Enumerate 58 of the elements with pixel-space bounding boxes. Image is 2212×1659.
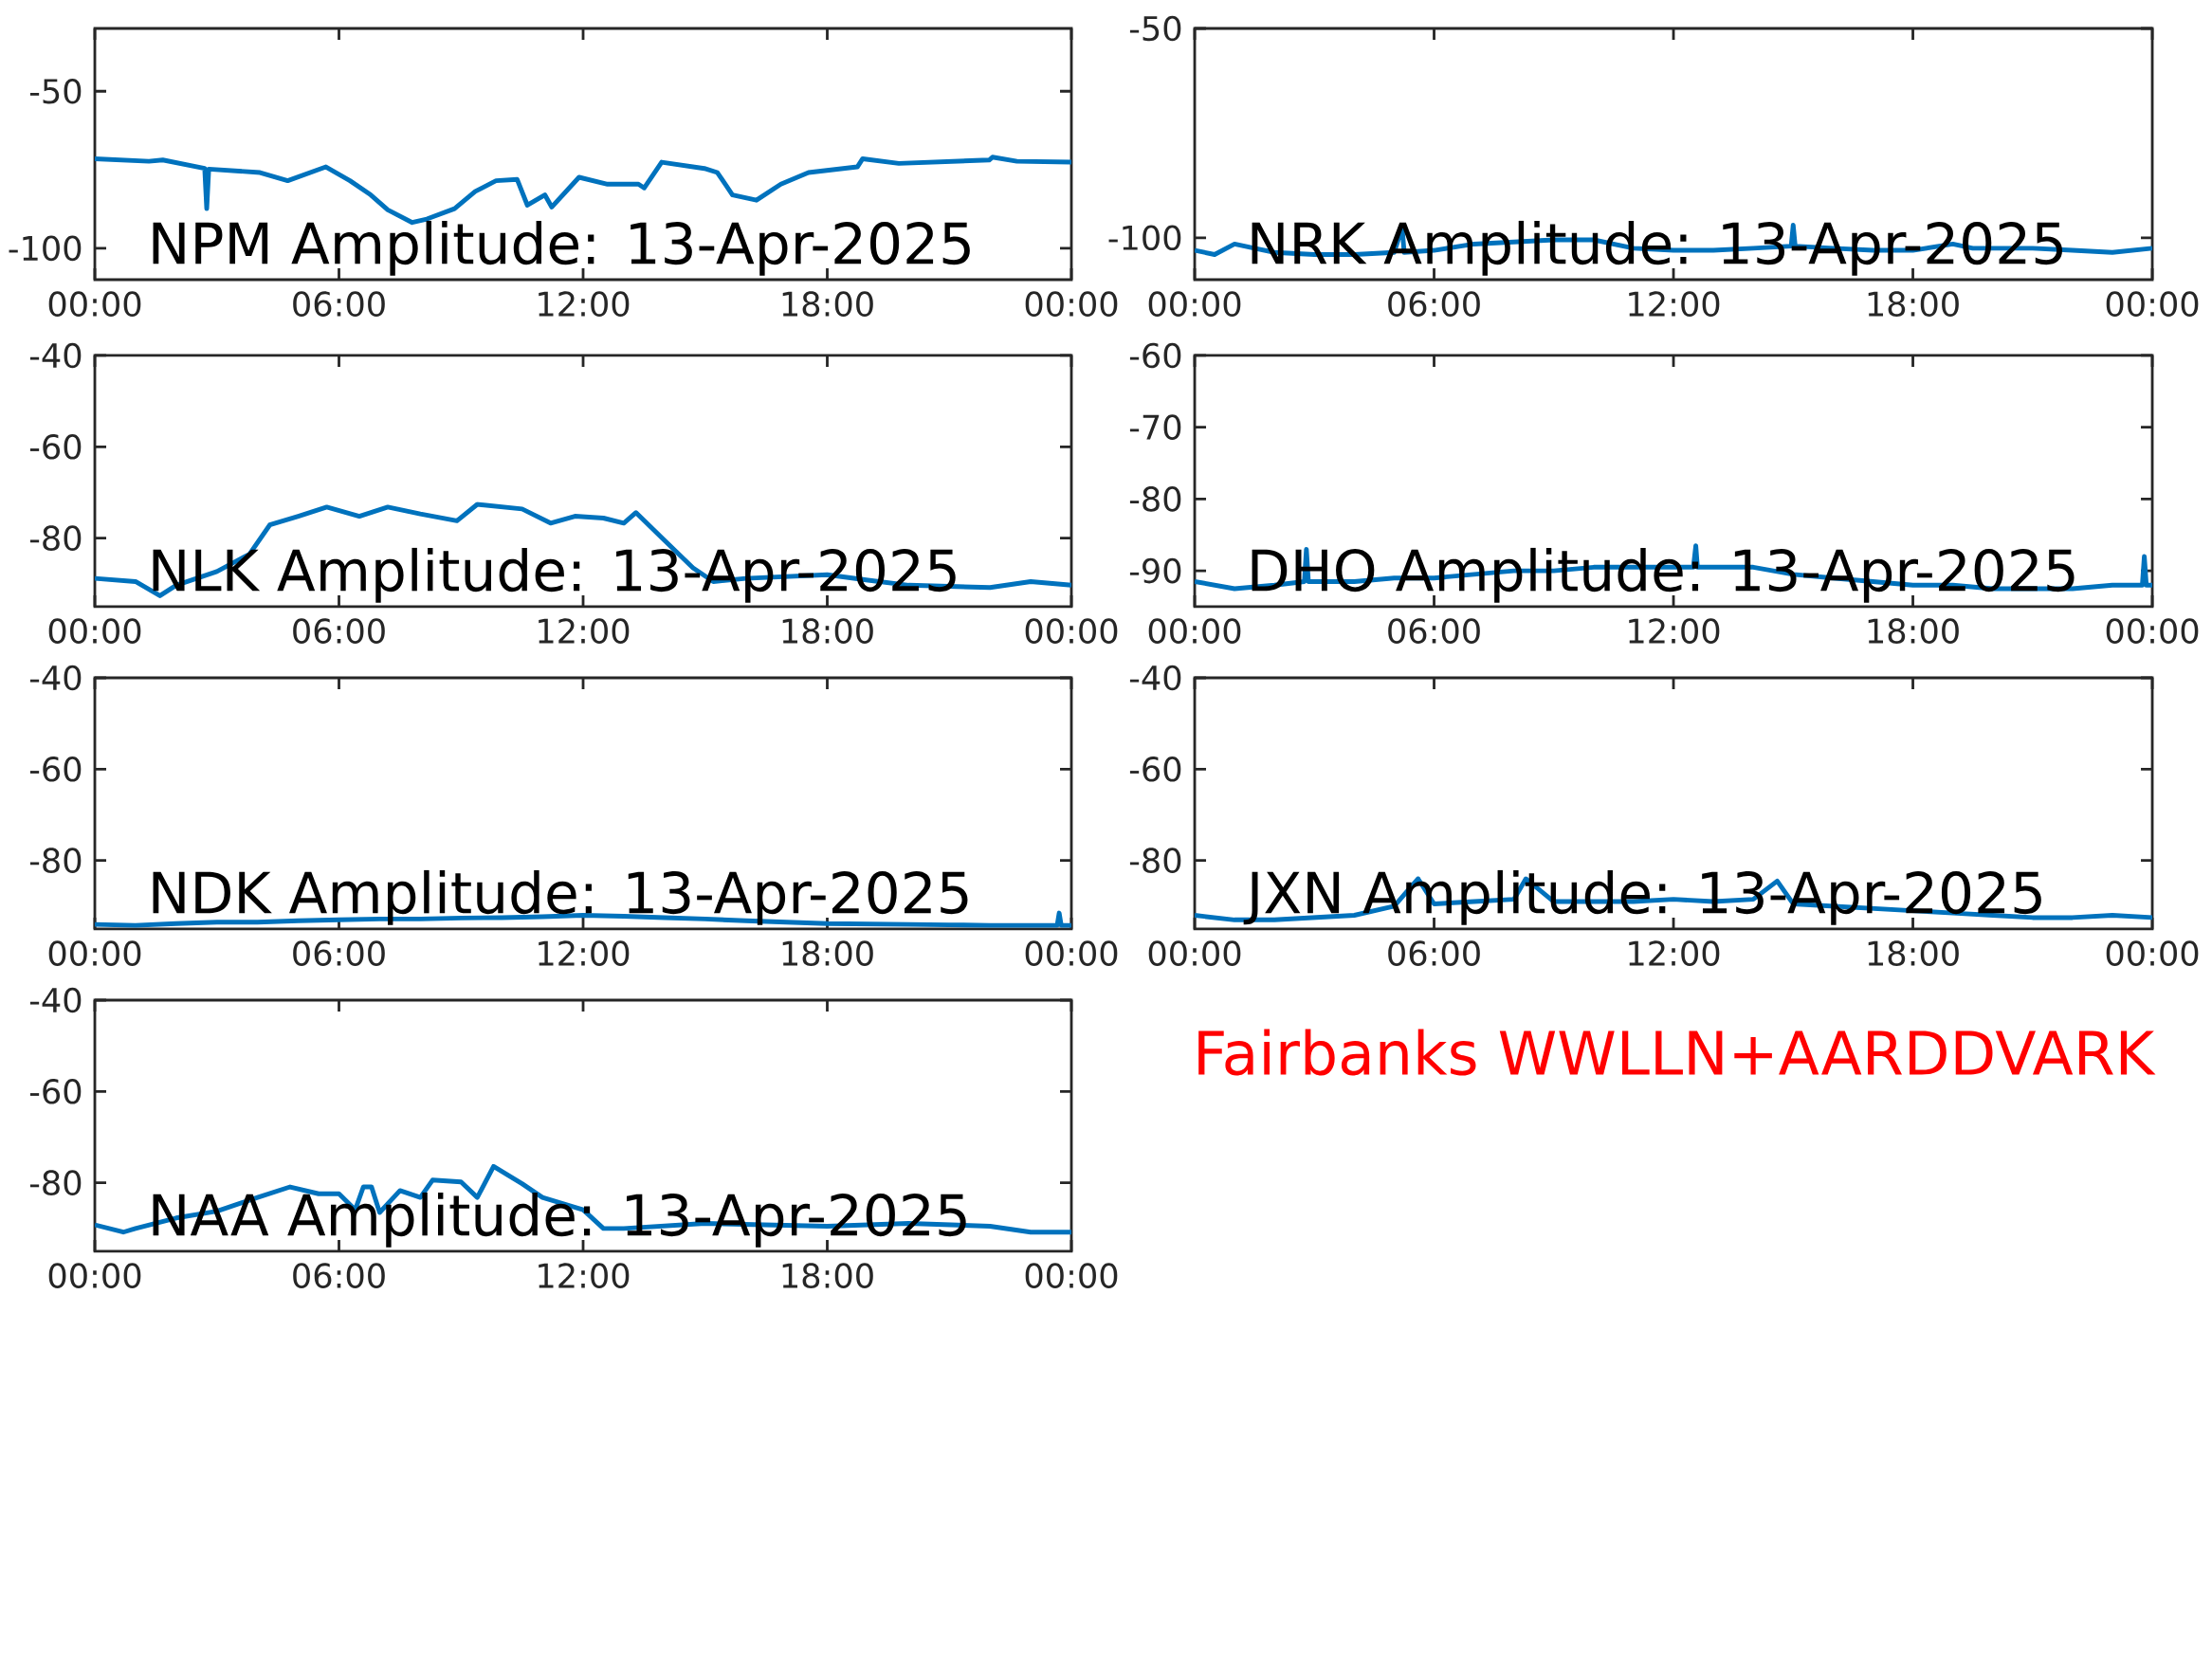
x-tick-label: 06:00 <box>1388 618 1480 644</box>
y-tick-label: -70 <box>1129 414 1181 440</box>
y-tick-label: -40 <box>29 665 82 691</box>
y-tick-label: -80 <box>29 1170 82 1195</box>
x-tick-label: 12:00 <box>539 1263 630 1288</box>
y-tick-label: -60 <box>29 757 82 782</box>
y-tick-label: -50 <box>29 78 82 104</box>
x-tick-label: 00:00 <box>48 1263 141 1288</box>
y-tick-label: -60 <box>1129 757 1181 782</box>
x-tick-label: 12:00 <box>539 940 630 966</box>
x-tick-label: 12:00 <box>1629 618 1720 644</box>
y-tick-label: -60 <box>1129 342 1181 369</box>
x-tick-label: 00:00 <box>48 940 141 966</box>
y-tick-label: -80 <box>1129 486 1181 512</box>
x-tick-label: 18:00 <box>782 291 873 317</box>
y-tick-label: -80 <box>1129 848 1181 873</box>
x-tick-label: 00:00 <box>1025 618 1118 644</box>
x-tick-label: 00:00 <box>2106 940 2199 966</box>
x-tick-label: 00:00 <box>1148 291 1241 317</box>
text: NPM Amplitude: 13-Apr-2025 <box>153 220 970 276</box>
x-tick-label: 00:00 <box>2106 618 2199 644</box>
x-tick-label: 00:00 <box>48 618 141 644</box>
x-tick-label: 00:00 <box>1025 1263 1118 1288</box>
x-tick-label: 12:00 <box>1629 291 1720 317</box>
x-tick-label: 00:00 <box>48 291 141 317</box>
x-tick-label: 00:00 <box>1148 940 1241 966</box>
x-tick-label: 06:00 <box>1388 291 1480 317</box>
y-tick-label: -40 <box>1129 665 1181 691</box>
x-tick-label: 12:00 <box>1629 940 1720 966</box>
x-tick-label: 06:00 <box>293 1263 385 1288</box>
y-tick-label: -90 <box>1129 557 1181 584</box>
x-tick-label: 00:00 <box>1025 291 1118 317</box>
x-tick-label: 12:00 <box>539 291 630 317</box>
text: NDK Amplitude: 13-Apr-2025 <box>153 869 968 925</box>
y-tick-label: -100 <box>9 235 82 262</box>
y-tick-label: -50 <box>1129 15 1181 42</box>
x-tick-label: 06:00 <box>293 291 385 317</box>
x-tick-label: 18:00 <box>1868 940 1959 966</box>
x-tick-label: 18:00 <box>1868 291 1959 317</box>
y-tick-label: -40 <box>29 342 82 369</box>
x-tick-label: 18:00 <box>782 618 873 644</box>
x-tick-label: 18:00 <box>782 1263 873 1288</box>
y-tick-label: -80 <box>29 848 82 873</box>
text: Fairbanks WWLLN+AARDDVARK <box>1198 1029 2156 1076</box>
x-tick-label: 18:00 <box>782 940 873 966</box>
y-tick-label: -100 <box>1108 225 1181 251</box>
x-tick-label: 00:00 <box>1025 940 1118 966</box>
y-tick-label: -60 <box>29 434 82 460</box>
x-tick-label: 00:00 <box>2106 291 2199 317</box>
y-tick-label: -60 <box>29 1079 82 1104</box>
x-tick-label: 18:00 <box>1868 618 1959 644</box>
x-tick-label: 00:00 <box>1148 618 1241 644</box>
x-tick-label: 12:00 <box>539 618 630 644</box>
x-tick-label: 06:00 <box>293 940 385 966</box>
y-tick-label: -80 <box>29 525 82 551</box>
x-tick-label: 06:00 <box>293 618 385 644</box>
y-tick-label: -40 <box>29 987 82 1013</box>
x-tick-label: 06:00 <box>1388 940 1480 966</box>
